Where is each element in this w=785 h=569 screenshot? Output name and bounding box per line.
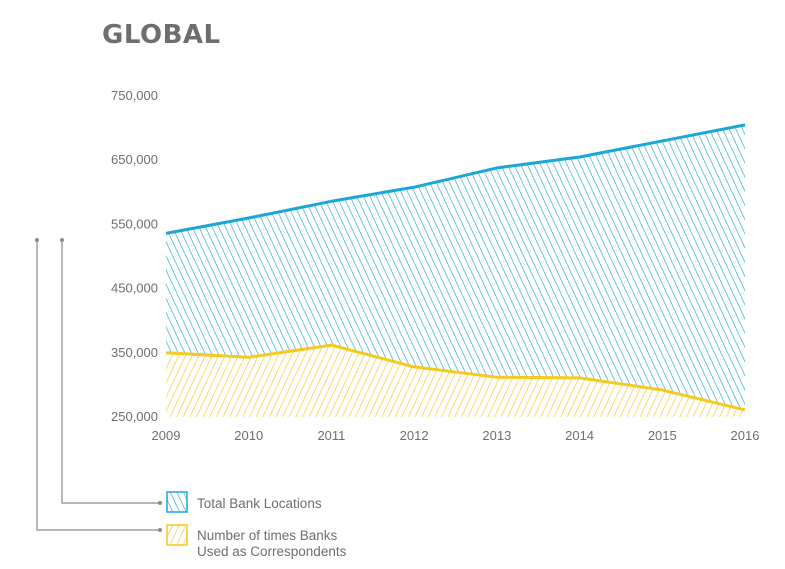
chart-title: GLOBAL (102, 20, 221, 50)
y-tick-label: 350,000 (111, 345, 158, 360)
legend-label-yellow-line1: Number of times Banks (197, 528, 338, 543)
x-tick-label: 2016 (731, 428, 760, 443)
legend-leader-yellow (35, 238, 162, 532)
line-correspondents (165, 343, 746, 412)
x-tick-label: 2009 (152, 428, 181, 443)
x-tick-label: 2013 (482, 428, 511, 443)
area-correspondents (166, 345, 745, 417)
x-tick-label: 2011 (317, 428, 345, 443)
x-tick-label: 2015 (648, 428, 677, 443)
legend-leader-blue (60, 238, 162, 505)
y-tick-label: 750,000 (111, 88, 158, 103)
x-tick-label: 2014 (565, 428, 594, 443)
legend-swatch-blue (166, 491, 188, 513)
legend-label-yellow-line2: Used as Correspondents (197, 544, 347, 559)
x-tick-label: 2012 (400, 428, 429, 443)
line-total-bank-locations (165, 123, 746, 235)
y-tick-label: 550,000 (111, 216, 158, 231)
legend-swatch-yellow (166, 524, 188, 546)
y-tick-label: 650,000 (111, 152, 158, 167)
x-tick-label: 2010 (234, 428, 263, 443)
legend-label-blue: Total Bank Locations (197, 496, 322, 511)
y-tick-label: 450,000 (111, 281, 158, 296)
area-total-bank-locations (166, 124, 745, 410)
y-tick-label: 250,000 (111, 409, 158, 424)
